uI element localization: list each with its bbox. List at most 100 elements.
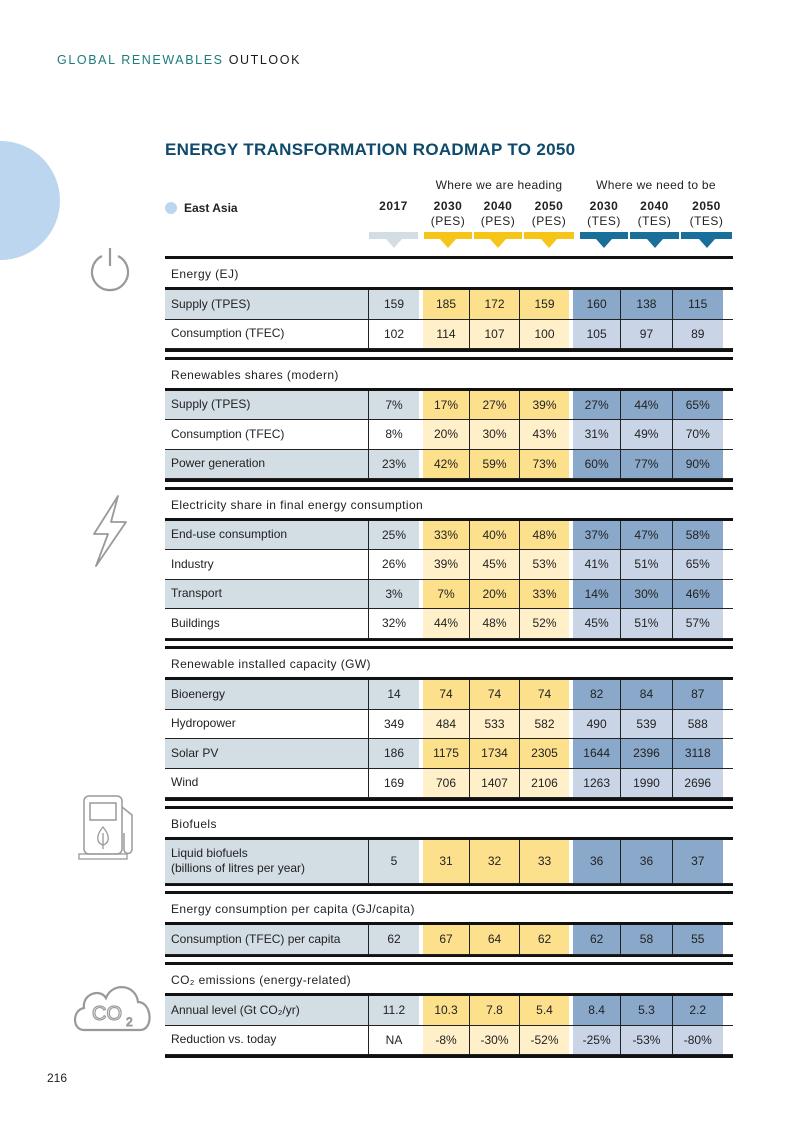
cell-pes: 64 xyxy=(469,925,519,954)
column-year: 2030 xyxy=(433,199,463,213)
cell-tes: 2396 xyxy=(620,739,672,768)
row-label-text: Transport xyxy=(171,586,222,601)
cell-tes: 65% xyxy=(671,390,723,419)
cell-tes: 57% xyxy=(671,609,723,638)
cell-pes: 33 xyxy=(519,839,569,883)
cell-tes: 77% xyxy=(620,449,672,478)
cell-tes: -25% xyxy=(569,1025,621,1054)
row-label-text: Buildings xyxy=(171,615,220,630)
cell-tes: 3118 xyxy=(671,739,723,768)
row-label-text: Solar PV xyxy=(171,745,219,760)
svg-text:CO: CO xyxy=(92,1003,122,1025)
cell-pes: 74 xyxy=(419,680,469,709)
region-color-circle xyxy=(0,141,60,260)
cell-pes: -30% xyxy=(469,1025,519,1054)
row-label-text: Industry xyxy=(171,556,214,571)
cell-pes: 52% xyxy=(519,609,569,638)
row-label: Supply (TPES) xyxy=(165,390,368,419)
cell-pes: 39% xyxy=(419,550,469,579)
cell-pes: 30% xyxy=(469,420,519,449)
cell-pes: 53% xyxy=(519,550,569,579)
page-number: 216 xyxy=(47,1071,68,1085)
cell-tes: 27% xyxy=(569,390,621,419)
row-label: Buildings xyxy=(165,609,368,638)
page-title: ENERGY TRANSFORMATION ROADMAP TO 2050 xyxy=(165,140,576,159)
cell-base: 186 xyxy=(368,739,419,768)
cell-tes: 539 xyxy=(620,709,672,738)
cell-pes: 159 xyxy=(519,290,569,319)
cell-pes: 62 xyxy=(519,925,569,954)
column-scenario: (PES) xyxy=(480,214,516,228)
row-label: Industry xyxy=(165,550,368,579)
table-row: Annual level (Gt CO₂/yr) 11.2 10.3 7.8 5.4 8.… xyxy=(165,996,733,1026)
cell-pes: 7.8 xyxy=(469,996,519,1025)
cell-pes: 533 xyxy=(469,709,519,738)
cell-pes: 20% xyxy=(419,420,469,449)
column-marker-0 xyxy=(369,232,418,248)
rule xyxy=(165,954,733,957)
cell-pes: 40% xyxy=(469,520,519,549)
table-section: CO₂ emissions (energy-related) Annual lev… xyxy=(165,962,733,1058)
group-label-tes: Where we need to be xyxy=(596,178,716,192)
table-row: Industry 26% 39% 45% 53% 41% 51% 65% xyxy=(165,550,733,580)
cell-tes: 44% xyxy=(620,390,672,419)
cell-tes: 58% xyxy=(671,520,723,549)
rule xyxy=(165,387,733,391)
cell-tes: 62 xyxy=(569,925,621,954)
column-year: 2030 xyxy=(589,199,619,213)
row-label: Annual level (Gt CO₂/yr) xyxy=(165,996,368,1025)
row-label: Liquid biofuels (billions of litres per y… xyxy=(165,839,368,883)
cell-pes: 706 xyxy=(419,768,469,797)
rule xyxy=(165,1055,733,1058)
table-row: Power generation 23% 42% 59% 73% 60% 77% 90% xyxy=(165,449,733,479)
cell-pes: 27% xyxy=(469,390,519,419)
column-scenario: (TES) xyxy=(587,214,621,228)
cell-base: 25% xyxy=(368,520,419,549)
lightning-icon xyxy=(93,495,127,567)
cell-tes: 36 xyxy=(569,839,621,883)
column-header-5: 2040 (TES) xyxy=(629,199,680,229)
table-row: Wind 169 706 1407 2106 1263 1990 2696 xyxy=(165,768,733,798)
row-label-text: Supply (TPES) xyxy=(171,296,251,311)
cell-pes: 2305 xyxy=(519,739,569,768)
section-title: Renewables shares (modern) xyxy=(171,367,339,382)
cell-base: 7% xyxy=(368,390,419,419)
row-label-text: Wind xyxy=(171,775,199,790)
roadmap-table: Energy (EJ) Supply (TPES) 159 185 172 159 160 1… xyxy=(165,256,733,1063)
row-label-text: Consumption (TFEC) xyxy=(171,326,285,341)
row-label: End-use consumption xyxy=(165,520,368,549)
cell-tes: 97 xyxy=(620,319,672,348)
cell-pes: 2106 xyxy=(519,768,569,797)
row-label: Wind xyxy=(165,768,368,797)
cell-pes: 48% xyxy=(469,609,519,638)
cell-pes: 1407 xyxy=(469,768,519,797)
running-header-part2: OUTLOOK xyxy=(228,53,302,67)
cell-tes: 51% xyxy=(620,550,672,579)
cell-tes: 105 xyxy=(569,319,621,348)
cell-pes: 67 xyxy=(419,925,469,954)
cell-base: 159 xyxy=(368,290,419,319)
cell-pes: 185 xyxy=(419,290,469,319)
cell-tes: 55 xyxy=(671,925,723,954)
column-year: 2017 xyxy=(379,199,408,213)
section-title: CO₂ emissions (energy-related) xyxy=(171,973,352,987)
cell-tes: 41% xyxy=(569,550,621,579)
cell-tes: 31% xyxy=(569,420,621,449)
row-label: Solar PV xyxy=(165,739,368,768)
column-year: 2040 xyxy=(640,199,669,213)
cell-pes: 5.4 xyxy=(519,996,569,1025)
column-marker-2 xyxy=(474,232,522,248)
cell-pes: 484 xyxy=(419,709,469,738)
row-label: Consumption (TFEC) per capita xyxy=(165,925,368,954)
cell-tes: 65% xyxy=(671,550,723,579)
region-legend: East Asia xyxy=(165,201,238,215)
cell-tes: 89 xyxy=(671,319,723,348)
fuel-pump-icon xyxy=(78,795,133,860)
cell-tes: 160 xyxy=(569,290,621,319)
cell-base: 32% xyxy=(368,609,419,638)
cell-tes: 90% xyxy=(671,449,723,478)
row-label: Consumption (TFEC) xyxy=(165,420,368,449)
rule xyxy=(165,962,733,965)
cell-tes: 46% xyxy=(671,579,723,608)
column-marker-6 xyxy=(681,232,732,248)
